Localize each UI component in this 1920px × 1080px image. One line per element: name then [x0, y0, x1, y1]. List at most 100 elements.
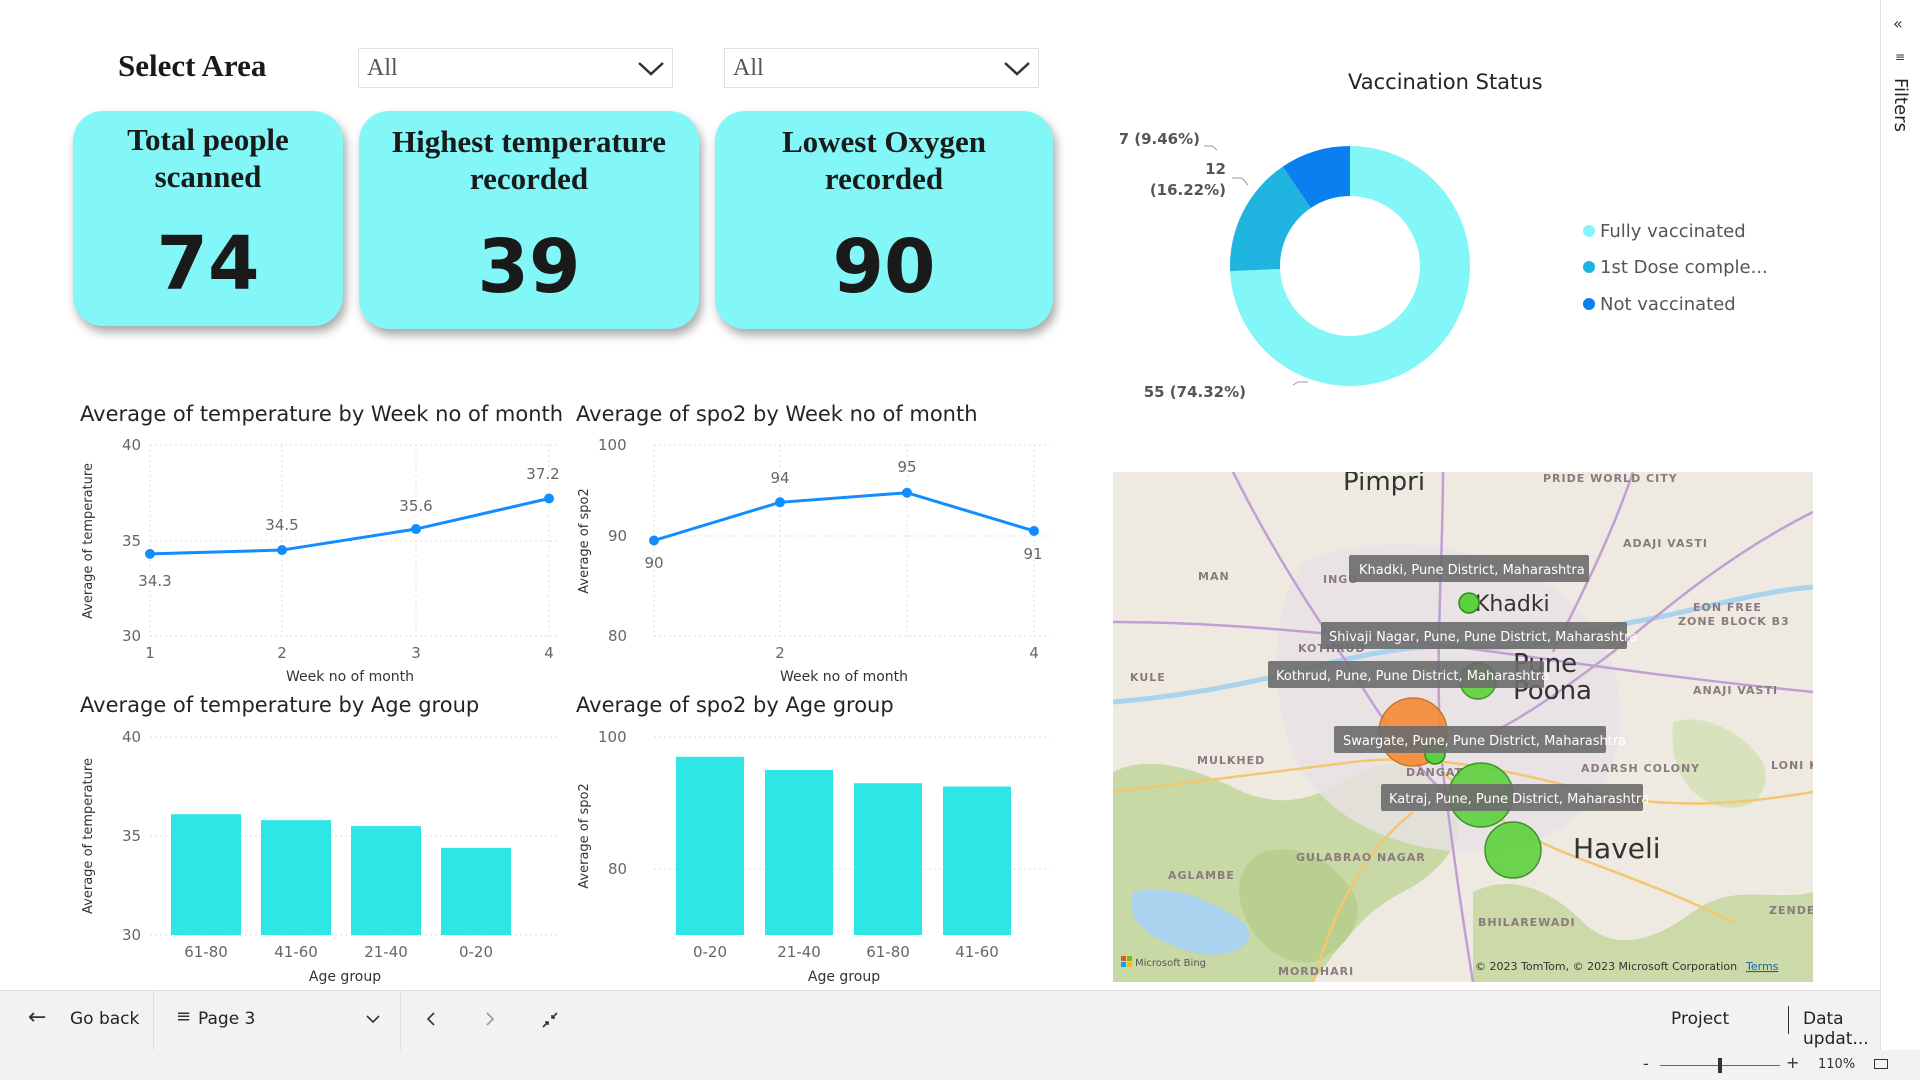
x-tick: 0-20 [693, 943, 727, 961]
map-bubble-khadki[interactable] [1458, 592, 1480, 614]
donut-slice-0[interactable] [1230, 146, 1470, 386]
temp-week-line-chart[interactable]: 40 35 30 1 2 3 4 Week no of month Averag… [70, 435, 570, 685]
map-bubble-haveli[interactable] [1484, 821, 1542, 879]
temp-week-chart-title: Average of temperature by Week no of mon… [80, 402, 564, 426]
data-point[interactable] [277, 545, 287, 556]
chevron-down-icon[interactable] [365, 1013, 381, 1025]
y-axis-label: Average of temperature [81, 463, 96, 619]
y-axis-label: Average of temperature [81, 758, 96, 914]
x-tick: 21-40 [364, 943, 408, 961]
bar-61-80[interactable] [854, 783, 922, 935]
bar-0-20[interactable] [676, 756, 744, 935]
area-dropdown-1[interactable]: All [358, 48, 673, 88]
chevron-down-icon [638, 62, 664, 76]
bar-41-60[interactable] [943, 786, 1011, 936]
filters-pane[interactable]: « ≡ Filters [1880, 0, 1920, 1050]
vaccination-donut-chart[interactable]: 7 (9.46%) 12 (16.22%) 55 (74.32%) Fully … [1120, 120, 1800, 420]
kpi-value: 90 [832, 224, 936, 310]
legend-fully-vaccinated[interactable]: Fully vaccinated [1600, 221, 1746, 242]
map-label: MULKHED [1197, 754, 1265, 767]
map-hills [1672, 719, 1766, 808]
status-bar: - + 110% [0, 1050, 1920, 1080]
x-tick: 2 [775, 644, 785, 662]
bar-41-60[interactable] [261, 820, 331, 935]
zoom-in-button[interactable]: + [1786, 1053, 1800, 1072]
page-navigation-bar: ← Go back ≡ Page 3 Project Data updat... [0, 990, 1880, 1051]
collapse-icon[interactable]: « [1893, 14, 1903, 33]
back-arrow-icon[interactable]: ← [28, 1005, 47, 1030]
bing-label: Microsoft Bing [1135, 958, 1206, 969]
zoom-slider-thumb[interactable] [1718, 1058, 1722, 1073]
page-selector[interactable]: Page 3 [198, 1009, 256, 1029]
bar-0-20[interactable] [441, 847, 511, 935]
x-tick: 0-20 [459, 943, 493, 961]
previous-page-icon[interactable] [424, 1011, 438, 1027]
spo2-week-line-chart[interactable]: 100 90 80 2 4 Week no of month Average o… [570, 435, 1060, 685]
data-label: 34.3 [138, 572, 171, 590]
filter-icon: ≡ [1895, 50, 1906, 64]
legend-not-vaccinated[interactable]: Not vaccinated [1600, 294, 1736, 315]
y-tick: 30 [122, 627, 141, 645]
y-tick: 40 [122, 728, 141, 746]
area-dropdown-2[interactable]: All [724, 48, 1039, 88]
x-tick: 41-60 [274, 943, 318, 961]
bar-21-40[interactable] [765, 770, 833, 935]
data-point[interactable] [145, 548, 155, 559]
map-label: MAN [1198, 570, 1230, 583]
grid [149, 444, 560, 637]
data-point[interactable] [1029, 525, 1039, 536]
map-tooltip-kothrud: Kothrud, Pune, Pune District, Maharashtr… [1276, 669, 1549, 684]
map-label: Haveli [1573, 832, 1661, 865]
area-map[interactable]: Pimpri PRIDE WORLD CITY ADAJI VASTI MAN … [1113, 472, 1813, 982]
data-point[interactable] [902, 487, 912, 498]
data-label: 94 [770, 469, 789, 487]
donut-slice-1[interactable] [1230, 166, 1311, 272]
divider [1788, 1006, 1789, 1034]
legend-first-dose[interactable]: 1st Dose comple... [1600, 257, 1768, 278]
zoom-out-button[interactable]: - [1643, 1054, 1649, 1073]
data-point[interactable] [411, 524, 421, 535]
x-axis-label: Age group [808, 969, 880, 985]
temp-age-bar-chart[interactable]: 40 35 30 61-80 41-60 21-40 0-20 Age group A… [70, 725, 570, 985]
filters-label[interactable]: Filters [1890, 78, 1911, 132]
map-label: BHILAREWADI [1478, 916, 1576, 929]
map-label: Pimpri [1343, 472, 1425, 497]
data-point[interactable] [544, 493, 554, 504]
map-tooltip-bg [1381, 784, 1643, 811]
fit-to-screen-icon[interactable] [1874, 1059, 1888, 1069]
map-tooltip-bg [1321, 622, 1627, 649]
next-page-icon[interactable] [483, 1011, 497, 1027]
data-point[interactable] [775, 497, 785, 508]
project-button[interactable]: Project [1671, 1009, 1730, 1029]
legend-dot-fully-vaccinated [1583, 225, 1595, 237]
data-label: 35.6 [399, 497, 432, 515]
kpi-card-highest-temperature: Highest temperature recorded 39 [359, 111, 699, 329]
spo2-age-bar-chart[interactable]: 100 80 0-20 21-40 61-80 41-60 Age group Ave… [570, 725, 1060, 985]
x-tick: 4 [1029, 644, 1039, 662]
bar-61-80[interactable] [171, 814, 241, 935]
data-point[interactable] [649, 535, 659, 546]
data-updated-label[interactable]: Data updat... [1803, 1009, 1869, 1049]
donut-slice-2[interactable] [1282, 146, 1350, 209]
y-tick: 40 [122, 436, 141, 454]
x-tick: 61-80 [866, 943, 910, 961]
go-back-button[interactable]: Go back [70, 1009, 140, 1029]
y-tick: 80 [608, 860, 627, 878]
area-dropdown-1-value: All [367, 55, 398, 81]
fit-page-icon[interactable] [541, 1011, 559, 1029]
map-label: ADARSH COLONY [1581, 762, 1700, 775]
y-tick: 100 [598, 728, 627, 746]
map-label: Khadki [1475, 592, 1550, 617]
map-terms-link[interactable]: Terms [1745, 960, 1779, 973]
y-tick: 100 [598, 436, 627, 454]
kpi-card-lowest-oxygen: Lowest Oxygen recorded 90 [715, 111, 1053, 329]
bar-21-40[interactable] [351, 826, 421, 935]
area-dropdown-2-value: All [733, 55, 764, 81]
map-tooltip-bg [1268, 661, 1544, 688]
series-line [149, 497, 550, 556]
kpi-title: Highest temperature recorded [391, 124, 667, 196]
map-label: EON FREE [1693, 601, 1762, 614]
data-label: 37.2 [526, 465, 559, 483]
kpi-value: 39 [477, 224, 581, 310]
map-copyright: © 2023 TomTom, © 2023 Microsoft Corporat… [1475, 960, 1737, 973]
